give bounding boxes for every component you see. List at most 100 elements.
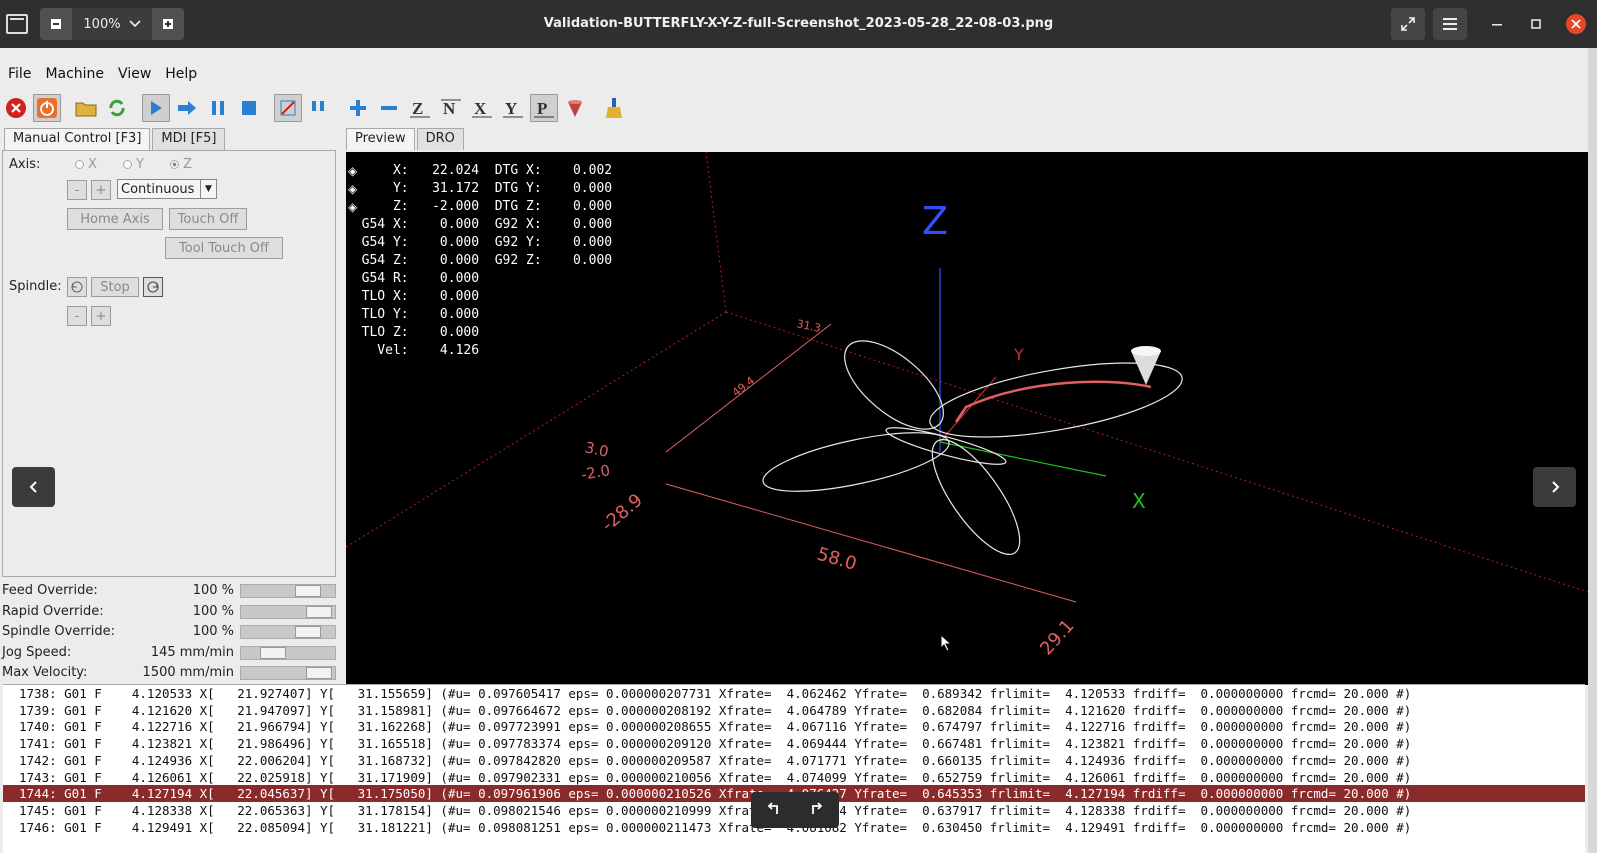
plus-icon <box>350 100 366 116</box>
y-axis-label: Y <box>1013 345 1024 364</box>
menu-file[interactable]: File <box>8 66 32 82</box>
pause-button[interactable] <box>204 94 232 122</box>
view-x-button[interactable]: X <box>468 94 496 122</box>
menu-machine[interactable]: Machine <box>45 66 105 82</box>
zoom-in-button[interactable] <box>152 8 184 40</box>
tool-touch-off-button[interactable]: Tool Touch Off <box>165 237 283 259</box>
axis-radio-x[interactable]: X <box>75 157 97 172</box>
zoom-in-view-button[interactable] <box>344 94 372 122</box>
slider-knob[interactable] <box>305 605 332 618</box>
view-z-button[interactable]: Z <box>406 94 434 122</box>
override-value: 145 mm/min <box>150 644 234 660</box>
override-label: Rapid Override: <box>2 603 104 619</box>
view-perspective-button[interactable]: P <box>530 94 558 122</box>
stop-program-button[interactable] <box>235 94 263 122</box>
jog-minus-button[interactable]: - <box>67 180 87 200</box>
override-slider[interactable] <box>240 645 336 660</box>
close-button[interactable] <box>1566 14 1586 34</box>
dro-line: TLO X: 0.000 <box>346 289 480 304</box>
axis-radio-y[interactable]: Y <box>123 157 144 172</box>
home-axis-button[interactable]: Home Axis <box>67 208 163 230</box>
gcode-line[interactable]: 1742: G01 F 4.124936 X[ 22.006204] Y[ 31… <box>19 752 1412 768</box>
menu-help[interactable]: Help <box>165 66 198 82</box>
tab-manual-control[interactable]: Manual Control [F3] <box>4 128 151 150</box>
override-value: 100 % <box>192 583 234 598</box>
run-button[interactable] <box>142 94 170 122</box>
override-slider[interactable] <box>240 584 336 598</box>
rotate-left-button[interactable] <box>765 800 781 821</box>
gcode-line[interactable]: 1746: G01 F 4.129491 X[ 22.085094] Y[ 31… <box>19 819 1412 835</box>
axis-radio-z[interactable]: Z <box>170 157 192 172</box>
backplot-canvas: Z Y X 31.3 49.4 3.0 -2.0 -28.9 58.0 29.1 <box>346 152 1588 659</box>
view-y-button[interactable]: Y <box>499 94 527 122</box>
gcode-listing[interactable]: 1738: G01 F 4.120533 X[ 21.927407] Y[ 31… <box>3 684 1585 853</box>
svg-text:X: X <box>474 99 487 118</box>
slider-knob[interactable] <box>295 585 322 597</box>
rotate-right-button[interactable] <box>809 800 825 821</box>
dim-label-minus28: -28.9 <box>598 490 647 536</box>
slider-knob[interactable] <box>305 667 332 679</box>
extent-line <box>725 311 1588 593</box>
rotate-view-button[interactable] <box>561 94 589 122</box>
block-delete-button[interactable] <box>274 94 302 122</box>
jog-increment-value: Continuous <box>121 181 195 197</box>
tab-mdi[interactable]: MDI [F5] <box>152 128 226 150</box>
minimize-button[interactable] <box>1487 14 1507 34</box>
tab-dro[interactable]: DRO <box>416 128 464 150</box>
dro-readout: X: 22.024 DTG X: 0.002 Y: 31.172 DTG Y: … <box>346 162 612 360</box>
gcode-line[interactable]: 1739: G01 F 4.121620 X[ 21.947097] Y[ 31… <box>19 702 1412 718</box>
minus-icon <box>51 19 61 29</box>
power-icon <box>37 98 57 118</box>
spindle-plus-button[interactable]: + <box>91 306 111 326</box>
spindle-stop-button[interactable]: Stop <box>91 277 139 297</box>
gcode-line[interactable]: 1743: G01 F 4.126061 X[ 22.025918] Y[ 31… <box>19 769 1412 785</box>
override-row: Feed Override: 100 % <box>2 581 336 601</box>
z-axis-label: Z <box>922 199 948 243</box>
gcode-line[interactable]: 1740: G01 F 4.122716 X[ 21.966794] Y[ 31… <box>19 719 1412 735</box>
gcode-line[interactable]: 1741: G01 F 4.123821 X[ 21.986496] Y[ 31… <box>19 736 1412 752</box>
toolpath-preview[interactable]: Z Y X 31.3 49.4 3.0 -2.0 -28.9 58.0 29.1… <box>346 152 1588 685</box>
optional-stop-button[interactable] <box>305 94 333 122</box>
slider-knob[interactable] <box>260 646 287 659</box>
maximize-button[interactable] <box>1526 14 1546 34</box>
override-value: 1500 mm/min <box>142 665 234 680</box>
zoom-out-button[interactable] <box>40 8 72 40</box>
menu-view[interactable]: View <box>118 66 152 82</box>
spindle-minus-button[interactable]: - <box>67 306 87 326</box>
touch-off-button[interactable]: Touch Off <box>169 208 247 230</box>
zoom-out-view-button[interactable] <box>375 94 403 122</box>
machine-power-button[interactable] <box>33 94 61 122</box>
image-viewer-titlebar: 100% Validation-BUTTERFLY-X-Y-Z-full-Scr… <box>0 0 1597 48</box>
view-x-icon: X <box>472 99 492 118</box>
gcode-line[interactable]: 1738: G01 F 4.120533 X[ 21.927407] Y[ 31… <box>19 686 1412 701</box>
zoom-dropdown[interactable]: 100% <box>72 8 152 40</box>
override-slider[interactable] <box>240 604 336 619</box>
spindle-forward-button[interactable] <box>143 277 163 297</box>
mouse-pointer-icon <box>940 634 952 652</box>
hamburger-menu-button[interactable] <box>1433 8 1467 40</box>
override-slider[interactable] <box>240 666 336 680</box>
slider-knob[interactable] <box>295 626 322 638</box>
previous-image-button[interactable] <box>12 467 55 507</box>
spindle-reverse-button[interactable] <box>67 277 87 297</box>
step-button[interactable] <box>173 94 201 122</box>
next-image-button[interactable] <box>1533 467 1576 507</box>
jog-plus-button[interactable]: + <box>91 180 111 200</box>
executed-path <box>954 380 1152 423</box>
stop-icon <box>242 101 256 115</box>
fullscreen-button[interactable] <box>1391 8 1425 40</box>
minimize-icon <box>1492 24 1502 26</box>
jog-increment-select[interactable]: Continuous ▼ <box>117 179 217 199</box>
open-file-button[interactable] <box>72 94 100 122</box>
left-tabs: Manual Control [F3] MDI [F5] <box>4 128 227 150</box>
reload-button[interactable] <box>103 94 131 122</box>
view-z2-button[interactable]: N <box>437 94 465 122</box>
play-icon <box>151 101 162 115</box>
svg-text:Z: Z <box>412 99 423 118</box>
clear-backplot-button[interactable] <box>600 94 628 122</box>
override-slider[interactable] <box>240 625 336 639</box>
tab-preview[interactable]: Preview <box>346 128 415 150</box>
scrollbar-strip[interactable] <box>1588 48 1597 853</box>
estop-button[interactable] <box>2 94 30 122</box>
window-title: Validation-BUTTERFLY-X-Y-Z-full-Screensh… <box>543 16 1054 31</box>
